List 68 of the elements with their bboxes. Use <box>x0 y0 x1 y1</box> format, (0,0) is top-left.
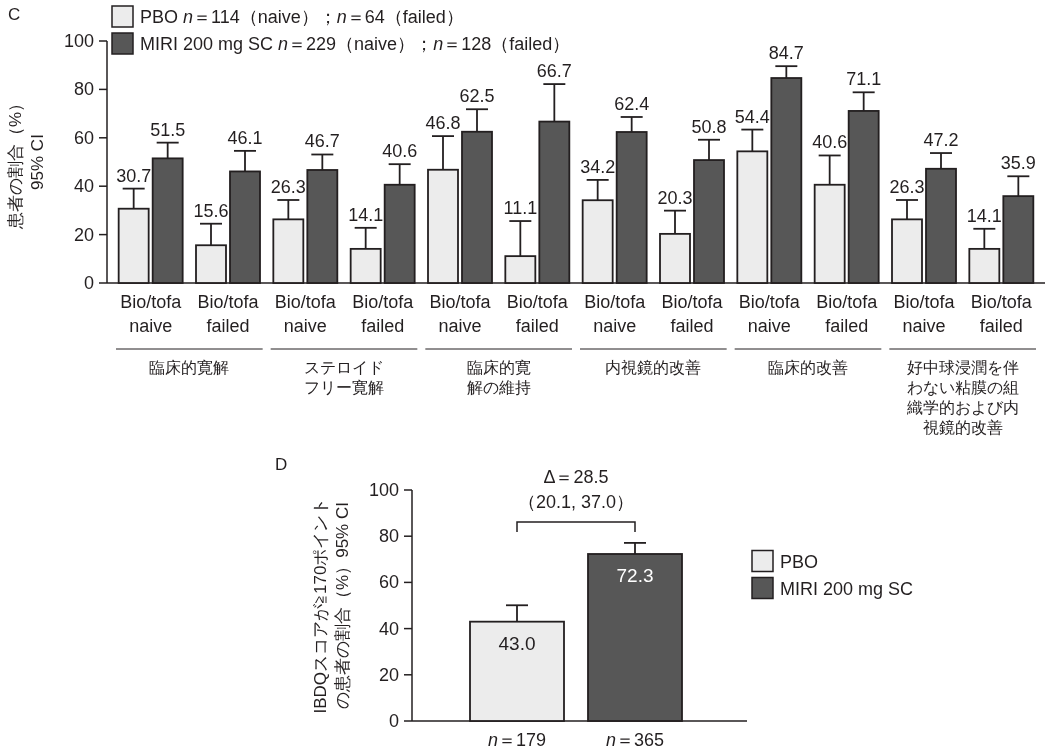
data-label: 40.6 <box>812 132 848 153</box>
chart-title: D <box>275 455 288 474</box>
legend-label: PBO <box>780 551 819 572</box>
text: 好中球浸潤を伴わない粘膜の組織学的および内視鏡的改善 <box>905 359 1019 436</box>
y-tick-label: 40 <box>73 176 94 197</box>
x-tick-label: Bio/tofa naive <box>429 292 492 336</box>
data-label: 71.1 <box>846 69 882 90</box>
x-tick-label: Bio/tofa naive <box>893 292 956 336</box>
y-tick-label: 20 <box>73 224 94 245</box>
x-tick-label: Bio/tofa failed <box>352 292 415 336</box>
data-label: 20.3 <box>657 187 693 208</box>
y-tick-label: 40 <box>378 618 399 639</box>
data-label: 40.6 <box>382 141 418 162</box>
chart-title: C <box>8 5 21 24</box>
x-tick-label: Bio/tofa naive <box>584 292 647 336</box>
x-tick-label: Bio/tofa failed <box>661 292 724 336</box>
data-label: 26.3 <box>270 176 306 197</box>
data-label: 15.6 <box>193 200 229 221</box>
data-label: 62.4 <box>614 93 650 114</box>
x-tick-label: n＝179 <box>487 730 547 750</box>
data-label: 72.3 <box>616 564 654 586</box>
x-tick-label: Bio/tofa naive <box>120 292 183 336</box>
y-tick-label: 60 <box>73 127 94 148</box>
data-label: 84.7 <box>768 43 804 64</box>
y-tick-label: 60 <box>378 572 399 593</box>
data-label: 46.7 <box>304 131 340 152</box>
text: 臨床的寛解 <box>149 359 230 376</box>
text: 臨床的寛解の維持 <box>466 359 531 396</box>
legend-label: MIRI 200 mg SC <box>780 578 914 599</box>
data-label: 11.1 <box>503 198 538 219</box>
text: Δ＝28.5 <box>543 466 609 487</box>
y-tick-label: 80 <box>378 526 399 547</box>
y-axis-title: IBDQスコアが≧170ポイントの患者の割合（%）95% CI <box>311 497 352 714</box>
y-tick-label: 20 <box>378 664 399 685</box>
x-tick-label: Bio/tofa failed <box>816 292 879 336</box>
data-label: 47.2 <box>923 130 959 151</box>
x-tick-label: Bio/tofa failed <box>506 292 569 336</box>
data-label: 46.1 <box>227 127 263 148</box>
y-tick-label: 80 <box>73 79 94 100</box>
data-label: 46.8 <box>425 113 461 134</box>
y-tick-label: 100 <box>63 31 94 51</box>
data-label: 66.7 <box>536 61 572 82</box>
text: ステロイドフリー寛解 <box>304 359 384 396</box>
data-label: 34.2 <box>580 156 616 177</box>
text: 臨床的改善 <box>768 359 848 376</box>
data-label: 54.4 <box>734 106 770 127</box>
y-tick-label: 0 <box>83 273 94 293</box>
y-tick-label: 0 <box>388 711 399 731</box>
data-label: 62.5 <box>459 86 495 107</box>
data-label: 14.1 <box>348 204 384 225</box>
data-label: 50.8 <box>691 116 727 137</box>
x-tick-label: Bio/tofa naive <box>738 292 801 336</box>
x-tick-label: Bio/tofa failed <box>970 292 1033 336</box>
annotation: （20.1, 37.0） <box>517 491 635 512</box>
data-label: 14.1 <box>966 205 1002 226</box>
x-tick-label: n＝365 <box>605 730 665 750</box>
y-tick-label: 100 <box>368 480 399 500</box>
data-label: 43.0 <box>498 632 536 654</box>
data-label: 35.9 <box>1000 153 1036 174</box>
data-label: 30.7 <box>116 165 152 186</box>
x-tick-label: Bio/tofa naive <box>274 292 337 336</box>
data-label: 51.5 <box>150 119 186 140</box>
text: 内視鏡的改善 <box>605 359 702 376</box>
data-label: 26.3 <box>889 176 925 197</box>
legend-label: MIRI 200 mg SC n＝229（naive）；n＝128（failed） <box>140 34 571 54</box>
legend-label: PBO n＝114（naive）；n＝64（failed） <box>140 7 464 27</box>
y-axis-title: 患者の割合（%） 95% CI <box>6 94 47 231</box>
x-tick-label: Bio/tofa failed <box>197 292 260 336</box>
